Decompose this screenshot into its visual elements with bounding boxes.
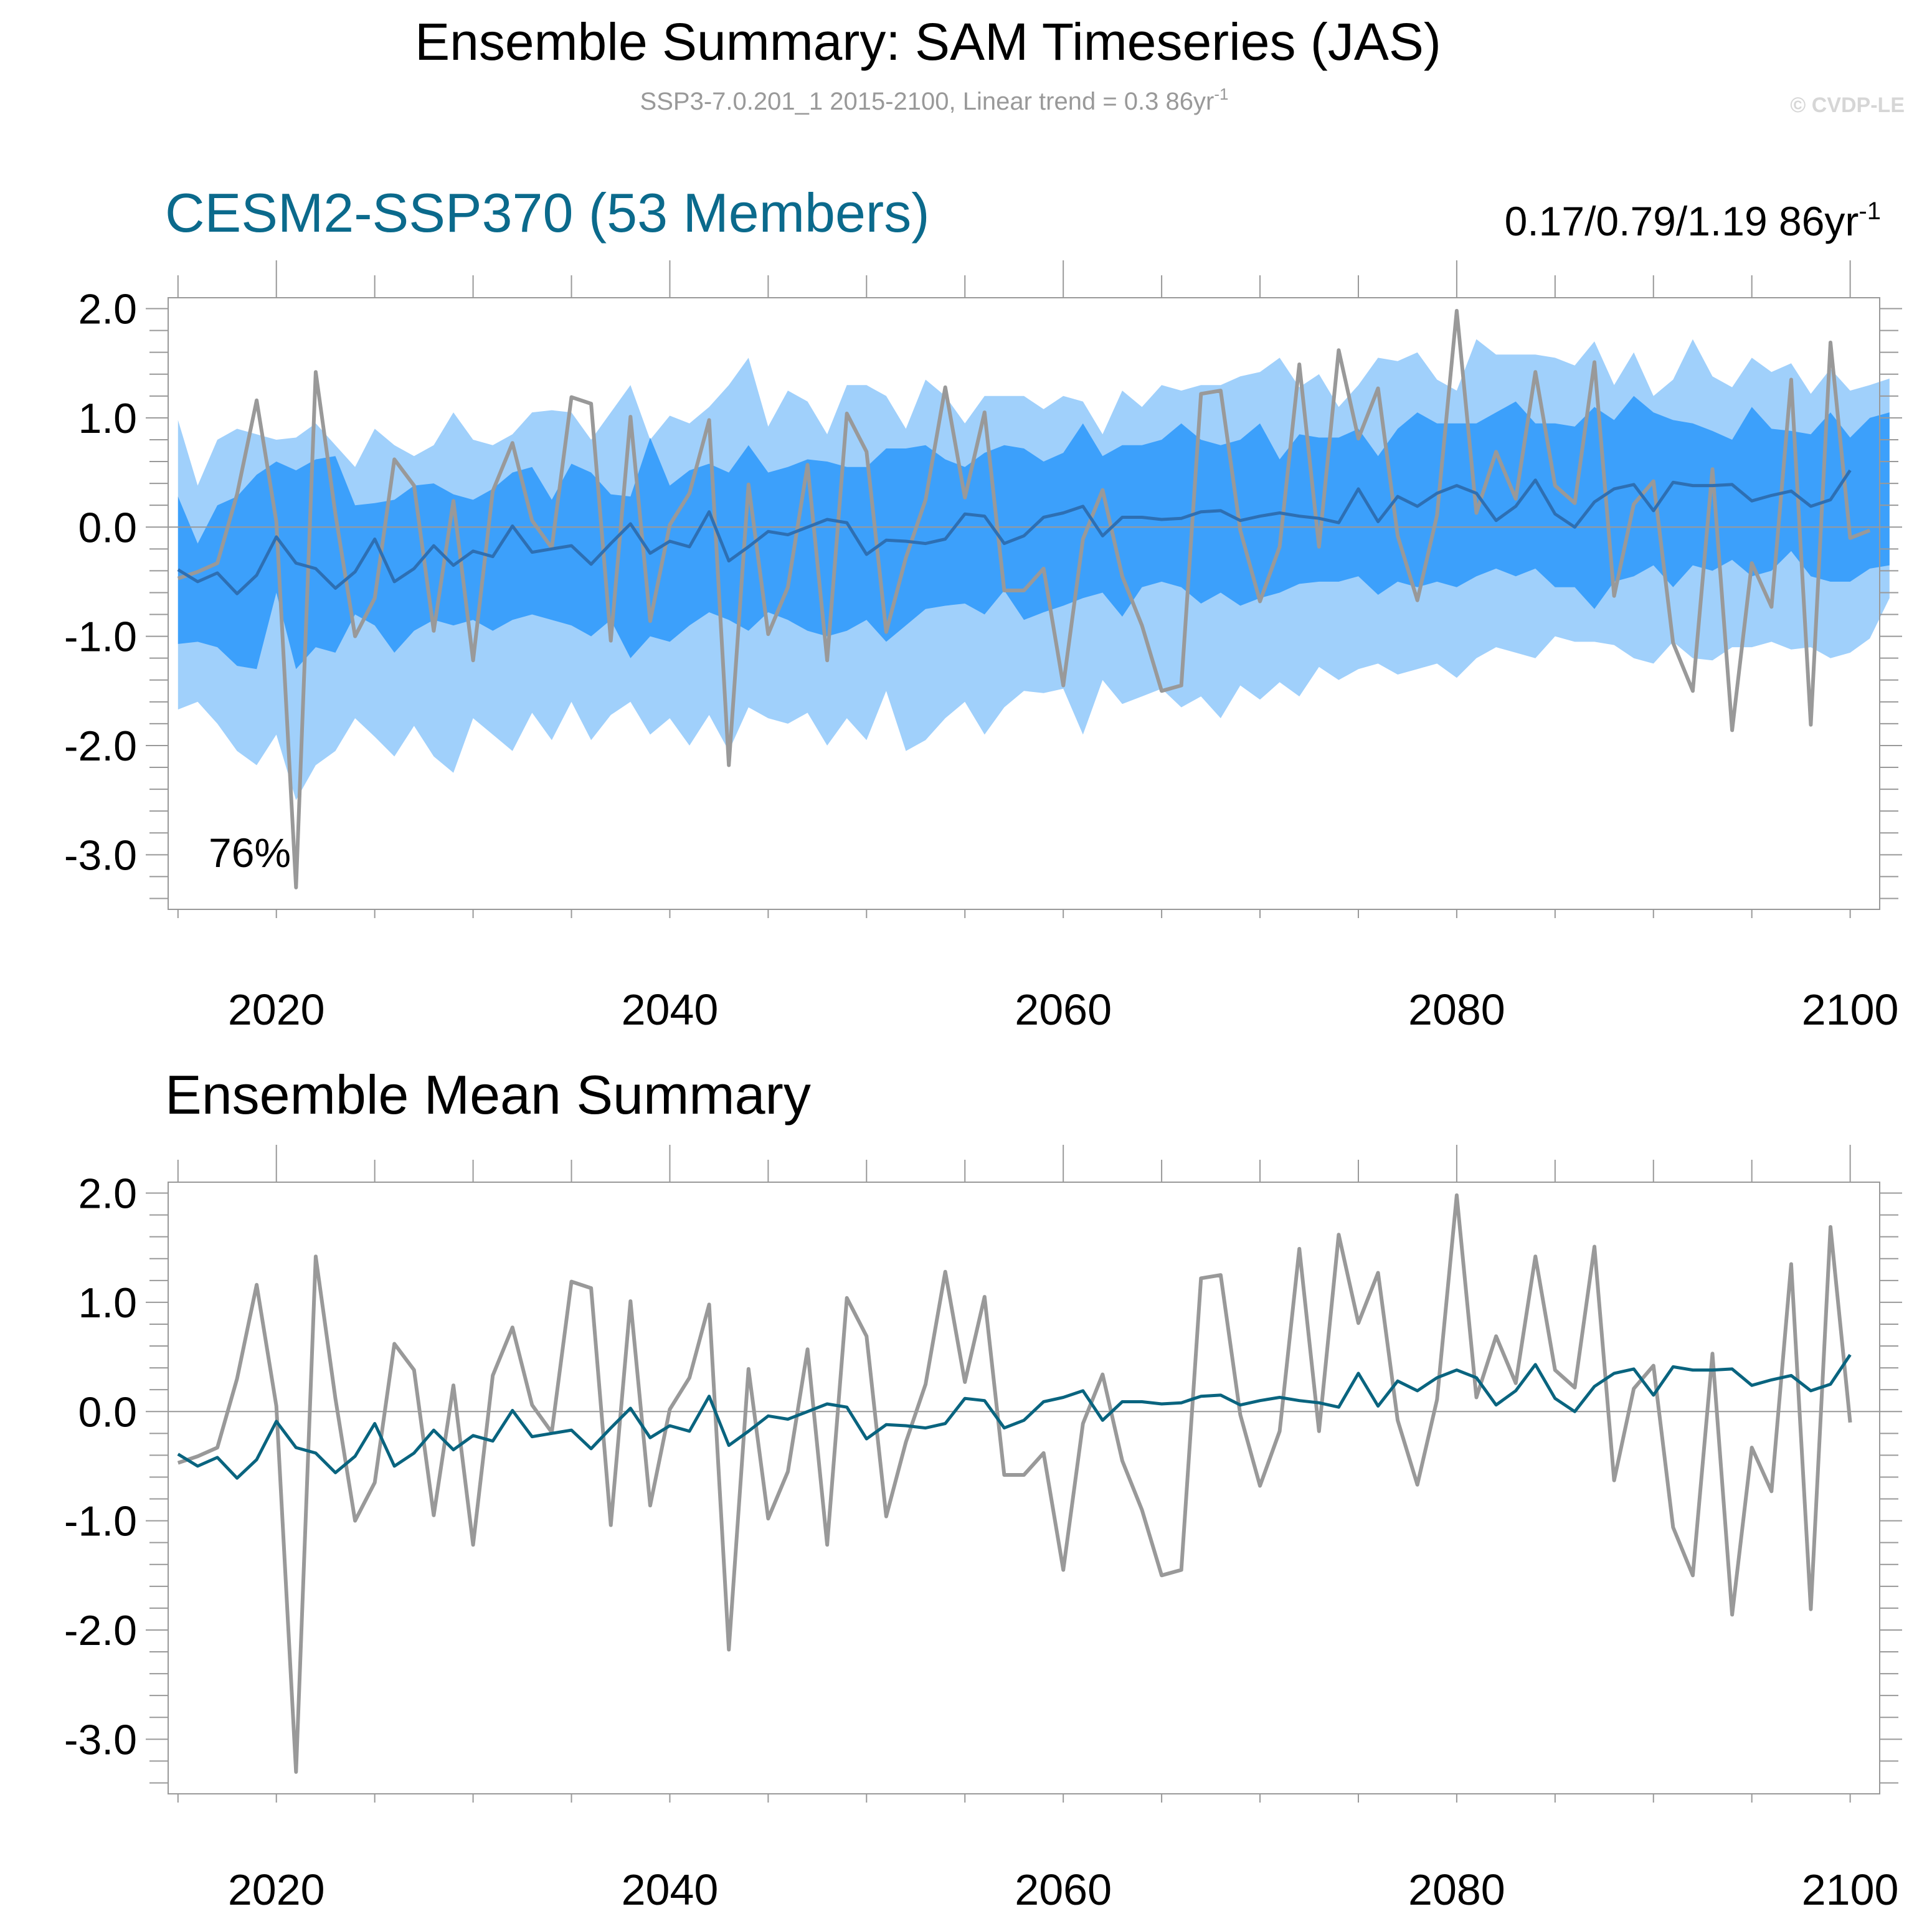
panel1-x-tick-label: 2100 xyxy=(1802,985,1899,1034)
panel-ensemble-mean: Ensemble Mean Summary 2020 2040 2060 2080 21… xyxy=(64,1064,1902,1914)
panel2-plot-frame xyxy=(168,1182,1880,1794)
panel2-y-tick-label: 1.0 xyxy=(78,1279,137,1327)
panel1-title: CESM2-SSP370 (53 Members) xyxy=(165,182,930,244)
panel1-y-tick-label: -3.0 xyxy=(64,832,137,879)
panel2-x-tick-label: 2100 xyxy=(1802,1865,1899,1914)
panel2-axes: 2020 2040 2060 2080 2100 2.0 1.0 0.0 -1.0 -2.0 -3.… xyxy=(64,1145,1902,1914)
panel2-y-tick-label: 2.0 xyxy=(78,1170,137,1218)
panel1-y-tick-label: 0.0 xyxy=(78,504,137,551)
panel1-axes: 2020 2040 2060 2080 2100 2.0 1.0 0.0 -1.0 -2.0 -3.… xyxy=(64,260,1902,1034)
panel1-x-tick-label: 2020 xyxy=(228,985,325,1034)
panel1-percent-annotation: 76% xyxy=(209,830,291,876)
panel1-bands xyxy=(178,339,1890,800)
panel1-x-tick-label: 2060 xyxy=(1015,985,1112,1034)
panel2-x-tick-label: 2040 xyxy=(622,1865,719,1914)
panel2-observations-line xyxy=(177,1193,1852,1774)
panel1-y-tick-label: 1.0 xyxy=(78,395,137,442)
panel2-ensemble-mean-line xyxy=(177,1353,1852,1480)
panel1-trend-text: 0.17/0.79/1.19 86yr-1 xyxy=(1505,197,1881,244)
panel1-y-tick-label: -1.0 xyxy=(64,614,137,661)
figure-subtitle-main: SSP3-7.0.201_1 2015-2100, Linear trend =… xyxy=(640,88,1215,115)
panel1-y-tick-label: -2.0 xyxy=(64,723,137,770)
panel2-y-tick-label: -2.0 xyxy=(64,1607,137,1654)
panel1-plot-frame xyxy=(168,297,1880,910)
panel1-ensemble-mean-line xyxy=(177,469,1852,595)
watermark: © CVDP-LE xyxy=(1790,93,1905,117)
figure-subtitle: SSP3-7.0.201_1 2015-2100, Linear trend =… xyxy=(640,85,1229,115)
panel1-trend-value: 0.17/0.79/1.19 86yr xyxy=(1505,198,1859,244)
panel-ensemble-spread: CESM2-SSP370 (53 Members) 0.17/0.79/1.19… xyxy=(64,182,1902,1034)
panel2-y-tick-label: -1.0 xyxy=(64,1498,137,1545)
panel2-y-tick-label: 0.0 xyxy=(78,1388,137,1436)
panel2-title: Ensemble Mean Summary xyxy=(165,1064,811,1125)
panel2-lines xyxy=(168,1193,1880,1774)
panel1-lines xyxy=(168,309,1880,889)
panel1-observations-line xyxy=(177,309,1871,889)
panel1-y-tick-label: 2.0 xyxy=(78,286,137,333)
panel1-x-tick-label: 2040 xyxy=(622,985,719,1034)
panel1-x-tick-label: 2080 xyxy=(1408,985,1505,1034)
panel1-trend-sup: -1 xyxy=(1859,197,1881,225)
panel2-x-tick-label: 2080 xyxy=(1408,1865,1505,1914)
panel2-x-tick-label: 2020 xyxy=(228,1865,325,1914)
figure-title: Ensemble Summary: SAM Timeseries (JAS) xyxy=(415,12,1441,71)
panel2-y-tick-label: -3.0 xyxy=(64,1716,137,1763)
figure-subtitle-sup: -1 xyxy=(1214,85,1228,103)
panel2-x-tick-label: 2060 xyxy=(1015,1865,1112,1914)
